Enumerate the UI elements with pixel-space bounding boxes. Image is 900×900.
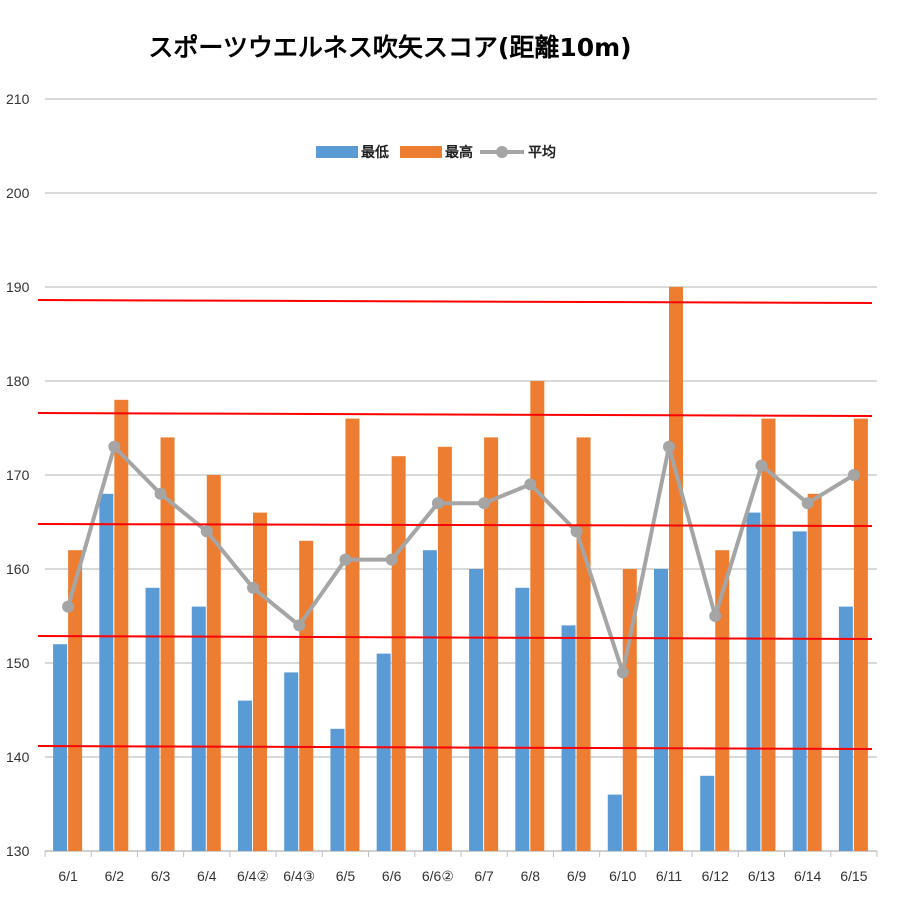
x-tick-label: 6/8: [521, 868, 541, 884]
bar-min: [145, 587, 160, 851]
y-tick-label: 130: [6, 843, 30, 859]
y-tick-label: 200: [6, 185, 30, 201]
bar-min: [238, 700, 252, 851]
y-tick-label: 210: [6, 91, 30, 107]
average-point: [62, 600, 75, 613]
bar-max: [669, 287, 683, 851]
average-point: [570, 525, 583, 538]
bar-max: [391, 456, 406, 851]
x-tick-label: 6/9: [567, 868, 587, 884]
average-point: [293, 619, 306, 632]
average-point: [524, 478, 537, 491]
bar-min: [191, 606, 206, 851]
reference-line: [37, 745, 873, 750]
bar-min: [469, 569, 484, 851]
bar-min: [99, 493, 114, 851]
x-tick-label: 6/10: [609, 868, 636, 884]
bar-min: [746, 512, 761, 851]
x-tick-label: 6/14: [794, 868, 821, 884]
bar-max: [160, 437, 175, 851]
y-tick-label: 190: [6, 279, 30, 295]
bar-max: [761, 418, 776, 851]
x-tick-label: 6/6: [382, 868, 402, 884]
average-point: [616, 666, 629, 679]
x-tick-label: 6/1: [58, 868, 78, 884]
reference-line: [37, 299, 873, 304]
x-tick-label: 6/7: [474, 868, 494, 884]
y-tick-label: 180: [6, 373, 30, 389]
x-tick-label: 6/4②: [237, 868, 269, 884]
bar-min: [654, 569, 668, 851]
bar-max: [68, 550, 83, 851]
average-point: [478, 497, 491, 510]
chart-title: スポーツウエルネス吹矢スコア(距離10m): [148, 33, 632, 62]
y-tick-label: 150: [6, 655, 30, 671]
bar-max: [437, 446, 452, 851]
y-tick-label: 170: [6, 467, 30, 483]
y-tick-label: 160: [6, 561, 30, 577]
bar-min: [330, 728, 345, 851]
bar-max: [807, 493, 822, 851]
bar-min: [607, 794, 622, 851]
legend-swatch-marker: [496, 146, 508, 158]
bar-min: [53, 644, 68, 851]
x-tick-label: 6/13: [748, 868, 775, 884]
bar-max: [253, 512, 267, 851]
legend-label: 平均: [528, 144, 556, 161]
average-point: [709, 610, 722, 622]
reference-line: [37, 635, 873, 640]
reference-line: [37, 412, 873, 417]
legend-label: 最低: [361, 144, 389, 161]
x-tick-label: 6/4: [197, 868, 217, 884]
x-tick-label: 6/4③: [283, 868, 315, 884]
bar-min: [838, 606, 853, 851]
y-tick-label: 140: [6, 749, 30, 765]
legend-label: 最高: [445, 144, 473, 161]
average-point: [431, 497, 444, 510]
bar-min: [376, 653, 391, 851]
x-tick-label: 6/15: [840, 868, 867, 884]
average-point: [247, 581, 259, 594]
average-point: [200, 525, 213, 538]
bar-min: [700, 775, 715, 851]
average-point: [339, 553, 352, 566]
x-tick-label: 6/5: [336, 868, 356, 884]
bar-max: [299, 540, 314, 851]
reference-line: [37, 523, 873, 527]
average-point: [154, 487, 167, 500]
bar-max: [622, 569, 637, 851]
bar-min: [561, 625, 576, 851]
bar-min: [284, 672, 299, 851]
average-point: [108, 440, 121, 453]
bar-min: [515, 587, 530, 851]
average-point: [847, 469, 860, 481]
legend-swatch: [316, 146, 358, 158]
bar-max: [576, 437, 591, 851]
x-tick-label: 6/2: [105, 868, 125, 884]
bar-max: [206, 475, 221, 851]
x-tick-label: 6/3: [151, 868, 171, 884]
x-tick-label: 6/6②: [422, 868, 454, 884]
bar-min: [422, 550, 437, 851]
bar-min: [792, 531, 807, 851]
average-point: [755, 459, 768, 472]
bar-max: [853, 418, 868, 851]
bar-max: [530, 381, 545, 851]
bar-max: [715, 550, 730, 851]
average-point: [663, 440, 675, 453]
bar-max: [114, 399, 129, 851]
average-point: [385, 553, 398, 566]
average-point: [801, 497, 814, 510]
legend-swatch: [400, 146, 442, 158]
bar-max: [345, 418, 360, 851]
x-tick-label: 6/11: [656, 868, 682, 884]
x-tick-label: 6/12: [702, 868, 729, 884]
